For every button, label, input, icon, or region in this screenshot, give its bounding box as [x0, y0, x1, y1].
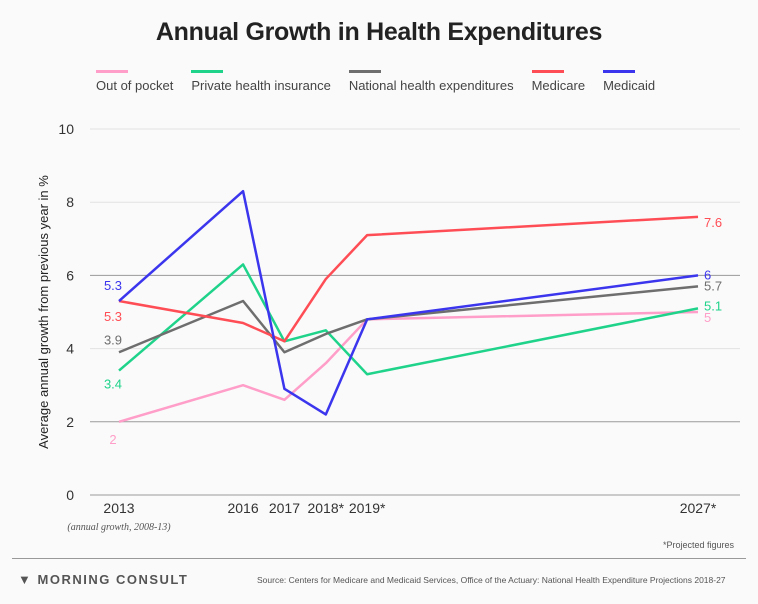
end-data-label: 7.6: [704, 215, 722, 230]
legend-swatch: [603, 70, 636, 73]
start-data-label: 5.3: [104, 309, 122, 324]
x-tick-label: 2027*: [680, 500, 717, 516]
x-tick-label: 2013: [103, 500, 134, 516]
y-tick-label: 2: [66, 414, 74, 430]
x-tick-label: 2018*: [307, 500, 344, 516]
series-line-medicare: [118, 215, 699, 343]
y-tick-label: 0: [66, 487, 74, 503]
series-line-out-of-pocket: [118, 310, 699, 423]
x-tick-label: 2019*: [349, 500, 386, 516]
legend-item: National health expenditures: [348, 70, 514, 93]
legend-item: Private health insurance: [191, 70, 331, 93]
legend-item: Medicare: [531, 70, 586, 93]
legend-swatch: [348, 70, 381, 73]
legend-label: National health expenditures: [348, 78, 514, 93]
chart-title: Annual Growth in Health Expenditures: [155, 18, 603, 46]
start-data-label: 3.4: [104, 377, 122, 392]
legend-label: Out of pocket: [96, 78, 174, 93]
brand-logo: ▼ MORNING CONSULT: [18, 572, 188, 587]
footer-divider: [12, 558, 746, 559]
brand-name: MORNING CONSULT: [37, 572, 189, 587]
legend-label: Medicaid: [603, 78, 656, 93]
legend-swatch: [96, 70, 128, 73]
legend-swatch: [531, 70, 564, 73]
series-line-national-health-expenditures: [118, 285, 699, 354]
projected-note: *Projected figures: [663, 540, 735, 550]
y-tick-label: 10: [58, 121, 74, 137]
start-data-label: 2: [109, 432, 116, 447]
legend-label: Private health insurance: [191, 78, 331, 93]
legend-item: Medicaid: [603, 70, 655, 93]
end-data-label: 5.1: [704, 298, 722, 313]
series-line-private-health-insurance: [118, 263, 699, 376]
x-tick-label: 2017: [269, 500, 300, 516]
logo-icon: ▼: [18, 572, 33, 587]
end-data-label: 5: [704, 310, 711, 325]
x-tick-label: 2016: [227, 500, 258, 516]
legend-label: Medicare: [531, 78, 586, 93]
y-tick-label: 6: [66, 267, 74, 283]
legend-item: Out of pocket: [96, 70, 173, 93]
y-tick-label: 8: [66, 194, 74, 210]
source-note: Source: Centers for Medicare and Medicai…: [257, 575, 726, 585]
legend-swatch: [191, 70, 224, 73]
end-data-label: 5.7: [704, 278, 722, 293]
start-data-label: 3.9: [104, 332, 122, 347]
start-data-label: 5.3: [104, 278, 122, 293]
y-axis-label: Average annual growth from previous year…: [36, 175, 51, 449]
x-axis-note: (annual growth, 2008-13): [67, 522, 171, 533]
legend: Out of pocket Private health insurance Nat…: [96, 70, 655, 93]
y-tick-label: 4: [66, 341, 74, 357]
end-data-label: 6: [704, 267, 711, 282]
series-line-medicaid: [118, 189, 699, 416]
